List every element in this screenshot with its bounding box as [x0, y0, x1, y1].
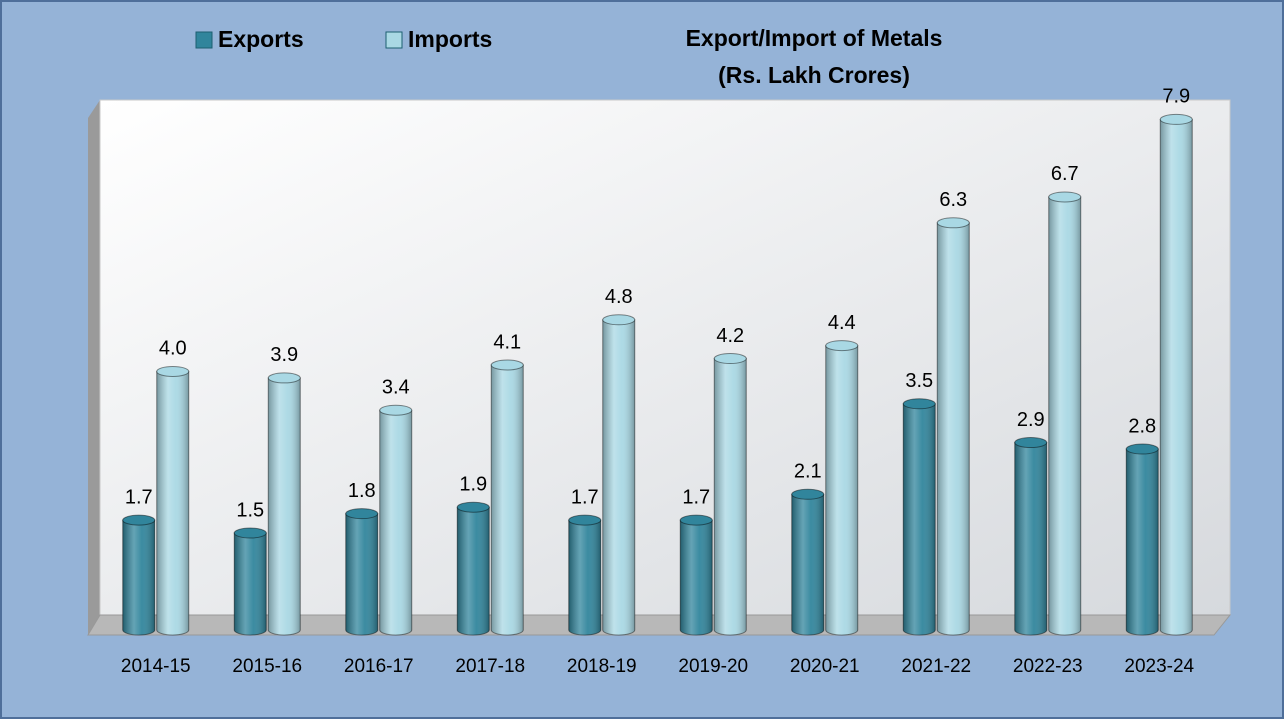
bar-shade: [903, 403, 936, 635]
legend-label: Exports: [218, 26, 304, 52]
bar-shade: [1048, 196, 1081, 635]
bar-top: [791, 488, 825, 500]
value-label: 2.1: [794, 461, 822, 483]
bar-top: [490, 359, 524, 371]
bar-top: [1048, 191, 1082, 203]
value-label: 6.3: [939, 189, 967, 211]
bar-shade: [122, 520, 155, 635]
x-tick-label: 2023-24: [1124, 656, 1194, 677]
value-label: 2.8: [1128, 415, 1156, 437]
bar-shade: [345, 513, 378, 635]
x-tick-label: 2018-19: [567, 656, 637, 677]
bar-shade: [680, 520, 713, 635]
bar-shade: [937, 222, 970, 635]
bar-shade: [491, 365, 524, 635]
bar-shade: [234, 533, 267, 635]
bar-top: [1125, 443, 1159, 455]
bar-top: [1014, 437, 1048, 449]
bar-top: [902, 398, 936, 410]
value-label: 4.0: [159, 338, 187, 360]
bar-shade: [714, 358, 747, 635]
x-tick-label: 2021-22: [901, 656, 971, 677]
chart-title: Export/Import of Metals: [686, 25, 943, 51]
bar-shade: [791, 494, 824, 635]
bar-top: [713, 353, 747, 365]
bar-top: [345, 508, 379, 520]
value-label: 3.9: [270, 344, 298, 366]
legend-label: Imports: [408, 26, 492, 52]
x-tick-label: 2016-17: [344, 656, 414, 677]
value-label: 4.4: [828, 312, 856, 334]
value-label: 4.8: [605, 286, 633, 308]
value-label: 4.2: [716, 325, 744, 347]
bar-top: [936, 217, 970, 229]
x-tick-label: 2022-23: [1013, 656, 1083, 677]
bar-shade: [457, 507, 490, 635]
value-label: 1.7: [571, 486, 599, 508]
bar-shade: [1160, 119, 1193, 635]
chart-subtitle: (Rs. Lakh Crores): [718, 62, 910, 88]
bar-shade: [568, 520, 601, 635]
bar-shade: [825, 345, 858, 635]
bar-top: [679, 514, 713, 526]
bar-shade: [602, 319, 635, 635]
bar-shade: [379, 410, 412, 635]
x-tick-label: 2019-20: [678, 656, 748, 677]
value-label: 1.5: [236, 499, 264, 521]
bar-top: [233, 527, 267, 539]
x-tick-label: 2015-16: [232, 656, 302, 677]
bar-shade: [156, 371, 189, 635]
bar-top: [568, 514, 602, 526]
bar-top: [267, 372, 301, 384]
bar-top: [379, 404, 413, 416]
side-wall: [88, 100, 100, 635]
value-label: 2.9: [1017, 409, 1045, 431]
value-label: 1.7: [125, 486, 153, 508]
value-label: 3.5: [905, 370, 933, 392]
legend-swatch: [195, 31, 213, 49]
bar-top: [122, 514, 156, 526]
x-tick-label: 2017-18: [455, 656, 525, 677]
value-label: 1.9: [459, 473, 487, 495]
value-label: 1.8: [348, 480, 376, 502]
bar-top: [825, 340, 859, 352]
bar-shade: [1014, 442, 1047, 635]
bar-top: [602, 314, 636, 326]
bar-top: [456, 501, 490, 513]
value-label: 1.7: [682, 486, 710, 508]
x-tick-label: 2014-15: [121, 656, 191, 677]
legend-swatch: [385, 31, 403, 49]
x-tick-label: 2020-21: [790, 656, 860, 677]
value-label: 3.4: [382, 377, 410, 399]
bar-top: [1159, 113, 1193, 125]
value-label: 7.9: [1162, 86, 1190, 108]
value-label: 6.7: [1051, 163, 1079, 185]
bar-top: [156, 365, 190, 377]
value-label: 4.1: [493, 331, 521, 353]
bar-shade: [268, 377, 301, 635]
bar-shade: [1126, 449, 1159, 635]
